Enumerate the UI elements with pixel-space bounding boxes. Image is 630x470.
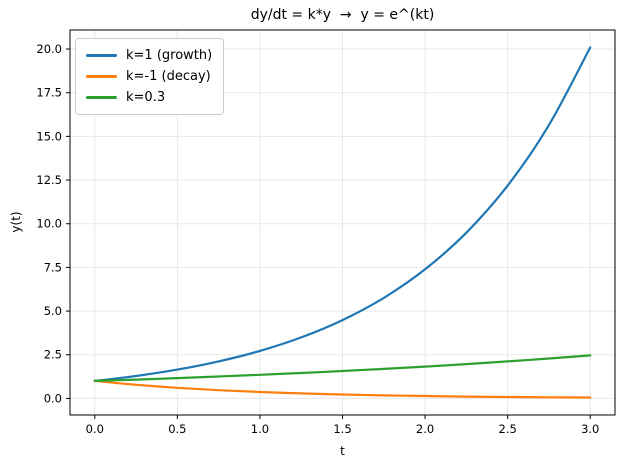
series-line-1 <box>93 379 592 399</box>
x-axis-label: t <box>340 444 345 458</box>
x-tick-label: 3.0 <box>581 422 599 436</box>
x-tick-label: 1.0 <box>251 422 269 436</box>
legend-line-swatch <box>86 53 117 58</box>
y-axis-label: y(t) <box>9 211 23 233</box>
legend: k=1 (growth) k=-1 (decay) k=0.3 <box>75 38 225 115</box>
y-tick-label: 17.5 <box>36 86 62 100</box>
legend-entry-2: k=0.3 <box>86 87 212 108</box>
x-tick-label: 2.0 <box>416 422 434 436</box>
y-tick-label: 0.0 <box>44 391 62 405</box>
legend-label: k=1 (growth) <box>126 48 213 63</box>
x-tick-label: 1.5 <box>333 422 351 436</box>
chart-title: dy/dt = k*y → y = e^(kt) <box>250 7 435 23</box>
y-tick-label: 5.0 <box>44 304 62 318</box>
x-tick-label: 2.5 <box>499 422 517 436</box>
legend-label: k=0.3 <box>126 90 166 105</box>
y-tick-label: 2.5 <box>44 348 62 362</box>
y-tick-label: 10.0 <box>36 217 62 231</box>
series-line-2 <box>93 354 592 382</box>
legend-entry-0: k=1 (growth) <box>86 45 212 66</box>
y-tick-label: 12.5 <box>36 173 62 187</box>
y-tick-label: 15.0 <box>36 129 62 143</box>
legend-entry-1: k=-1 (decay) <box>86 66 212 87</box>
y-tick-label: 20.0 <box>36 42 62 56</box>
y-tick-label: 7.5 <box>44 260 62 274</box>
legend-line-swatch <box>86 74 117 79</box>
legend-label: k=-1 (decay) <box>126 69 211 84</box>
series-line-0 <box>93 46 592 382</box>
x-tick-label: 0.0 <box>86 422 104 436</box>
legend-line-swatch <box>86 95 117 100</box>
x-tick-label: 0.5 <box>168 422 186 436</box>
